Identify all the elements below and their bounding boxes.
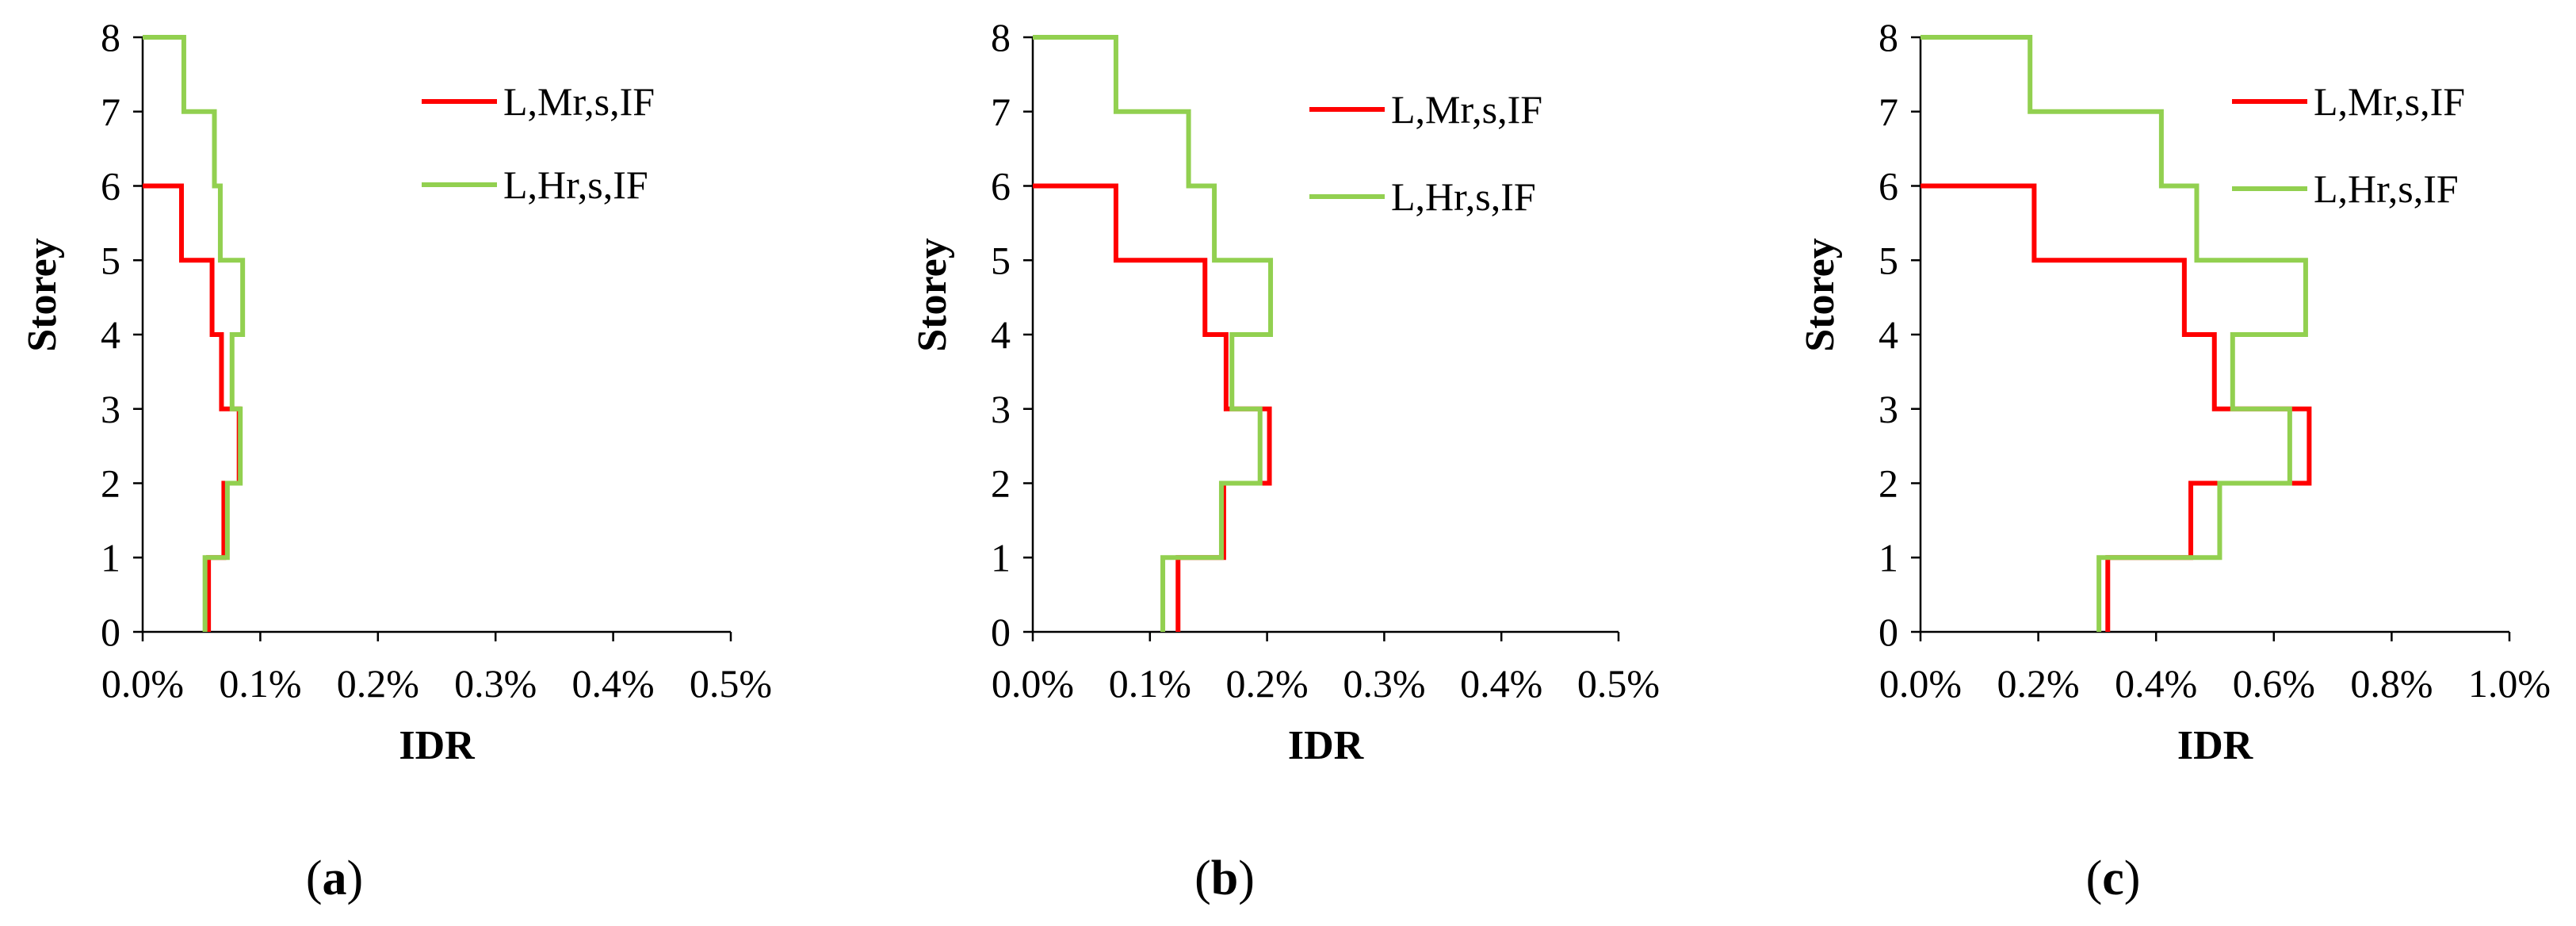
y-tick-label: 2	[991, 461, 1011, 506]
series-line-hr	[1033, 35, 1274, 632]
legend-entry: L,Mr,s,IF	[2232, 79, 2465, 124]
x-tick-label: 1.0%	[2468, 661, 2551, 706]
x-tick-label: 0.2%	[1997, 661, 2080, 706]
y-tick-label: 1	[991, 535, 1011, 580]
x-tick-label: 0.4%	[1460, 661, 1542, 706]
x-tick-label: 0.0%	[101, 661, 184, 706]
x-tick-label: 0.6%	[2233, 661, 2315, 706]
y-tick-label: 3	[101, 387, 120, 431]
y-tick-label: 3	[991, 387, 1011, 431]
x-axis-label: IDR	[2177, 723, 2254, 768]
y-tick-label: 7	[1878, 90, 1898, 134]
x-tick-label: 0.5%	[690, 661, 772, 706]
x-tick-label: 0.0%	[992, 661, 1074, 706]
x-tick-label: 0.4%	[2115, 661, 2197, 706]
y-tick-label: 4	[1878, 312, 1898, 357]
y-tick-label: 2	[101, 461, 120, 506]
x-tick-label: 0.1%	[219, 661, 301, 706]
legend-entry: L,Mr,s,IF	[1309, 87, 1542, 132]
y-tick-label: 1	[1878, 535, 1898, 580]
y-tick-label: 0	[991, 610, 1011, 654]
chart-panel-c: 0 1 2 3 4 5 6 7 8 0.0% 0.2% 0.4% 0.6% 0.8% 1.0% IDR Stor…	[1798, 15, 2551, 905]
panel-label-open: (	[1194, 851, 1211, 905]
y-tick-label: 5	[991, 238, 1011, 282]
y-tick-label: 3	[1878, 387, 1898, 431]
x-tick-label: 0.2%	[337, 661, 419, 706]
y-tick-label: 0	[1878, 610, 1898, 654]
y-tick-label: 8	[1878, 15, 1898, 59]
y-tick-label: 5	[101, 238, 120, 282]
series-line-hr	[143, 35, 246, 632]
y-axis-label: Storey	[910, 238, 955, 351]
panel-label-open: (	[306, 851, 323, 905]
y-tick-label: 0	[101, 610, 120, 654]
x-tick-label: 0.1%	[1109, 661, 1191, 706]
panel-label-close: )	[347, 851, 364, 905]
y-tick-label: 2	[1878, 461, 1898, 506]
chart-panel-b: 0 1 2 3 4 5 6 7 8 0.0% 0.1% 0.2% 0.3% 0.4% 0.5% IDR Stor…	[910, 15, 1660, 905]
panel-label: (c)	[2086, 851, 2141, 905]
legend-entry: L,Hr,s,IF	[2232, 166, 2459, 211]
x-tick-label: 0.4%	[572, 661, 655, 706]
y-tick-label: 1	[101, 535, 120, 580]
panel-label-close: )	[2124, 851, 2141, 905]
y-tick-label: 4	[101, 312, 120, 357]
legend-label: L,Mr,s,IF	[2314, 79, 2465, 124]
legend-label: L,Mr,s,IF	[503, 79, 655, 124]
y-tick-label: 7	[991, 90, 1011, 134]
panel-label: (b)	[1194, 851, 1255, 905]
y-tick-label: 6	[1878, 164, 1898, 209]
y-tick-label: 8	[991, 15, 1011, 59]
x-tick-label: 0.3%	[1343, 661, 1425, 706]
y-tick-label: 7	[101, 90, 120, 134]
y-tick-label: 6	[101, 164, 120, 209]
x-tick-label: 0.3%	[454, 661, 537, 706]
y-axis-label: Storey	[20, 238, 65, 351]
legend-label: L,Hr,s,IF	[1391, 174, 1536, 219]
x-axis-label: IDR	[1288, 723, 1365, 768]
legend-label: L,Mr,s,IF	[1391, 87, 1542, 132]
panel-label-close: )	[1238, 851, 1255, 905]
panel-label: (a)	[306, 851, 363, 905]
panel-label-letter: c	[2102, 851, 2124, 905]
x-tick-label: 0.8%	[2350, 661, 2433, 706]
x-tick-label: 0.5%	[1577, 661, 1660, 706]
series-line-mr	[143, 183, 242, 632]
y-tick-label: 5	[1878, 238, 1898, 282]
x-tick-label: 0.2%	[1226, 661, 1309, 706]
panel-label-open: (	[2086, 851, 2103, 905]
y-axis-label: Storey	[1798, 238, 1843, 351]
legend-entry: L,Hr,s,IF	[422, 163, 648, 207]
series-line-hr	[1921, 35, 2308, 632]
x-tick-label: 0.0%	[1879, 661, 1962, 706]
legend-label: L,Hr,s,IF	[2314, 166, 2459, 211]
x-axis-label: IDR	[399, 723, 476, 768]
y-tick-label: 4	[991, 312, 1011, 357]
chart-panel-a: 0 1 2 3 4 5 6 7 8 0.0% 0.1% 0.2% 0.3% 0.4% 0.5% IDR Stor…	[20, 15, 772, 905]
panel-label-letter: a	[323, 851, 347, 905]
y-tick-label: 6	[991, 164, 1011, 209]
legend-label: L,Hr,s,IF	[503, 163, 648, 207]
panel-label-letter: b	[1211, 851, 1238, 905]
y-tick-label: 8	[101, 15, 120, 59]
legend-entry: L,Mr,s,IF	[422, 79, 655, 124]
legend-entry: L,Hr,s,IF	[1309, 174, 1536, 219]
